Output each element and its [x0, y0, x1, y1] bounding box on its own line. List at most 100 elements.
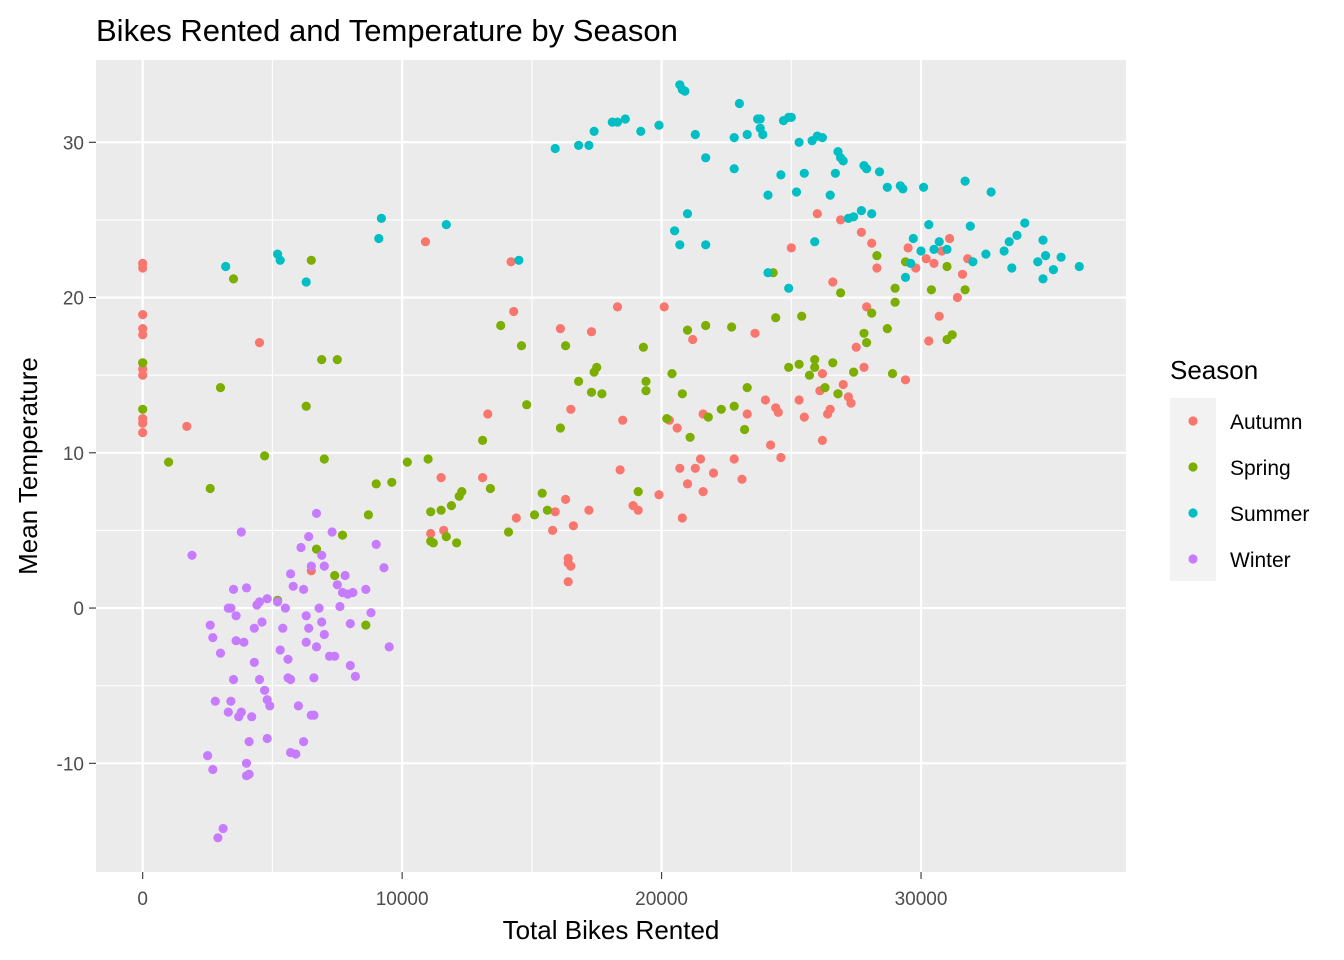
legend-key-winter — [1188, 554, 1198, 564]
winter-point — [278, 623, 288, 633]
summer-point — [916, 246, 926, 256]
spring-point — [337, 530, 348, 540]
summer-point — [758, 129, 768, 140]
spring-point — [890, 283, 900, 293]
autumn-point — [945, 233, 955, 244]
autumn-point — [862, 302, 872, 312]
autumn-point — [563, 577, 573, 587]
spring-point — [441, 532, 451, 542]
autumn-point — [851, 342, 861, 352]
spring-point — [522, 400, 532, 410]
plot-panel — [96, 60, 1126, 872]
autumn-point — [698, 487, 708, 497]
legend-label-spring: Spring — [1230, 457, 1291, 480]
autumn-point — [612, 302, 623, 312]
autumn-point — [825, 404, 835, 414]
winter-point — [293, 701, 303, 711]
summer-point — [1056, 252, 1066, 262]
autumn-point — [838, 379, 848, 390]
winter-point — [309, 710, 319, 720]
y-tick-label: 0 — [73, 599, 84, 620]
winter-point — [330, 651, 340, 661]
autumn-point — [776, 452, 786, 463]
summer-point — [1074, 261, 1084, 272]
autumn-point — [836, 215, 846, 225]
spring-point — [205, 483, 215, 494]
legend-items: Autumn Spring Summer Winter — [1188, 411, 1309, 572]
spring-point — [740, 424, 750, 435]
spring-point — [485, 483, 495, 494]
summer-point — [817, 133, 828, 143]
summer-point — [441, 220, 451, 230]
autumn-point — [859, 362, 869, 372]
summer-point — [742, 129, 752, 140]
autumn-point — [420, 237, 431, 247]
winter-point — [350, 671, 360, 682]
autumn-point — [750, 328, 760, 338]
winter-point — [231, 636, 241, 646]
autumn-point — [817, 435, 828, 445]
summer-point — [682, 209, 693, 219]
summer-point — [810, 237, 820, 247]
autumn-point — [934, 311, 944, 321]
spring-point — [529, 510, 540, 520]
spring-point — [426, 507, 436, 517]
summer-point — [701, 240, 711, 250]
winter-point — [249, 657, 259, 668]
summer-point — [763, 268, 773, 278]
autumn-point — [586, 327, 597, 337]
summer-point — [701, 153, 711, 163]
summer-point — [965, 221, 975, 231]
summer-point — [986, 187, 996, 197]
winter-point — [262, 733, 272, 744]
winter-point — [288, 581, 298, 591]
summer-point — [1033, 257, 1043, 267]
spring-point — [729, 401, 739, 411]
spring-point — [942, 261, 952, 272]
spring-point — [215, 383, 226, 393]
y-tick-label: 20 — [63, 289, 84, 310]
winter-point — [223, 603, 233, 613]
winter-point — [213, 833, 223, 843]
spring-point — [810, 355, 820, 365]
summer-point — [680, 86, 690, 96]
summer-point — [1012, 230, 1022, 240]
spring-point — [311, 544, 322, 554]
autumn-point — [773, 407, 783, 417]
autumn-point — [786, 243, 796, 253]
autumn-point — [675, 463, 685, 473]
autumn-point — [436, 473, 446, 483]
summer-point — [900, 272, 911, 282]
spring-point — [361, 620, 371, 630]
spring-point — [363, 510, 373, 520]
winter-point — [257, 617, 267, 627]
autumn-point — [568, 521, 579, 531]
summer-point — [374, 233, 384, 244]
spring-point — [306, 255, 316, 265]
spring-point — [867, 308, 877, 318]
x-tick-label: 30000 — [895, 889, 948, 910]
autumn-point — [846, 398, 856, 408]
summer-point — [784, 283, 794, 293]
autumn-point — [138, 370, 148, 380]
spring-point — [662, 414, 672, 424]
autumn-point — [584, 505, 594, 515]
legend-key-background — [1170, 398, 1216, 581]
winter-point — [301, 611, 311, 621]
winter-point — [254, 597, 265, 607]
winter-point — [299, 737, 309, 747]
spring-point — [228, 274, 239, 284]
y-tick-label: 10 — [63, 444, 84, 465]
spring-point — [330, 570, 340, 581]
winter-point — [275, 645, 285, 655]
summer-point — [1038, 235, 1048, 245]
winter-point — [208, 633, 218, 643]
spring-point — [794, 359, 804, 369]
spring-point — [503, 527, 514, 537]
spring-point — [836, 288, 846, 298]
autumn-point — [856, 227, 867, 237]
winter-point — [379, 563, 389, 573]
spring-point — [828, 358, 838, 368]
spring-point — [872, 251, 882, 261]
winter-point — [265, 701, 275, 711]
